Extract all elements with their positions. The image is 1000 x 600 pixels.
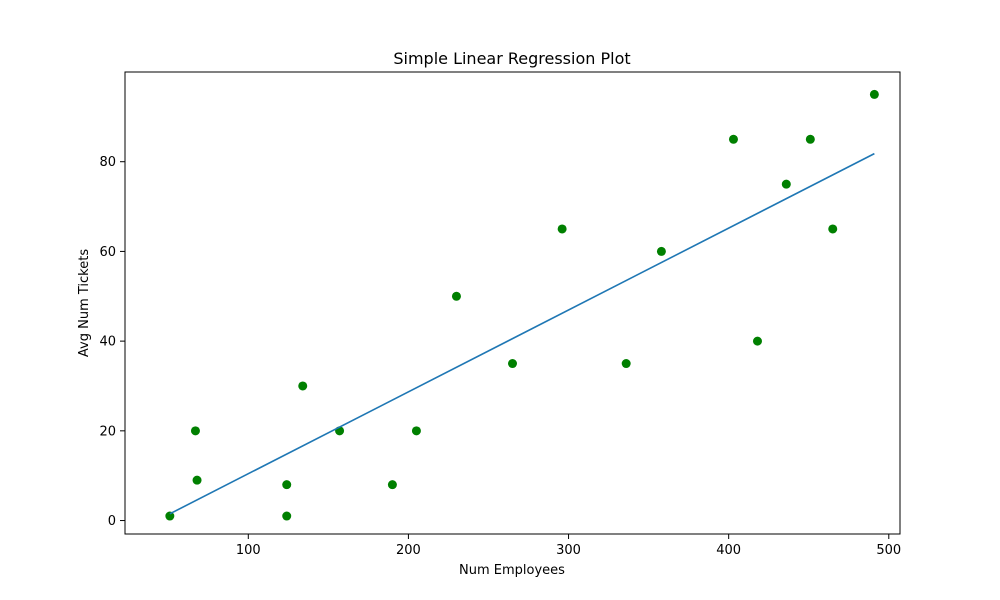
x-tick-label: 200 [396, 543, 421, 558]
data-point [621, 359, 631, 369]
data-point [805, 134, 815, 144]
data-point [282, 511, 292, 521]
data-point [411, 426, 421, 436]
plot-frame [124, 71, 901, 535]
x-tick-label: 300 [556, 543, 581, 558]
data-point [781, 179, 791, 189]
y-tick-label: 0 [108, 514, 116, 529]
data-point [387, 480, 397, 490]
data-point [728, 134, 738, 144]
data-point [190, 426, 200, 436]
data-point [828, 224, 838, 234]
regression-line [169, 152, 875, 515]
y-tick-label: 40 [99, 335, 116, 350]
x-tick-label: 500 [876, 543, 901, 558]
chart-title: Simple Linear Regression Plot [393, 49, 630, 68]
x-axis-label: Num Employees [459, 563, 565, 578]
data-point [508, 359, 517, 369]
data-point [869, 89, 879, 99]
y-tick-label: 80 [99, 155, 116, 170]
data-point [165, 511, 175, 521]
x-tick-label: 100 [236, 543, 261, 558]
y-tick-label: 20 [99, 424, 116, 439]
y-tick-label: 60 [99, 245, 116, 260]
data-point [557, 224, 567, 234]
data-point [192, 475, 202, 485]
plot-area [165, 89, 879, 521]
data-point [752, 336, 762, 346]
y-axis-label: Avg Num Tickets [77, 249, 92, 357]
data-point [656, 246, 666, 256]
data-point [298, 381, 308, 391]
data-point [282, 480, 292, 490]
data-point [451, 291, 461, 301]
x-tick-label: 400 [716, 543, 741, 558]
